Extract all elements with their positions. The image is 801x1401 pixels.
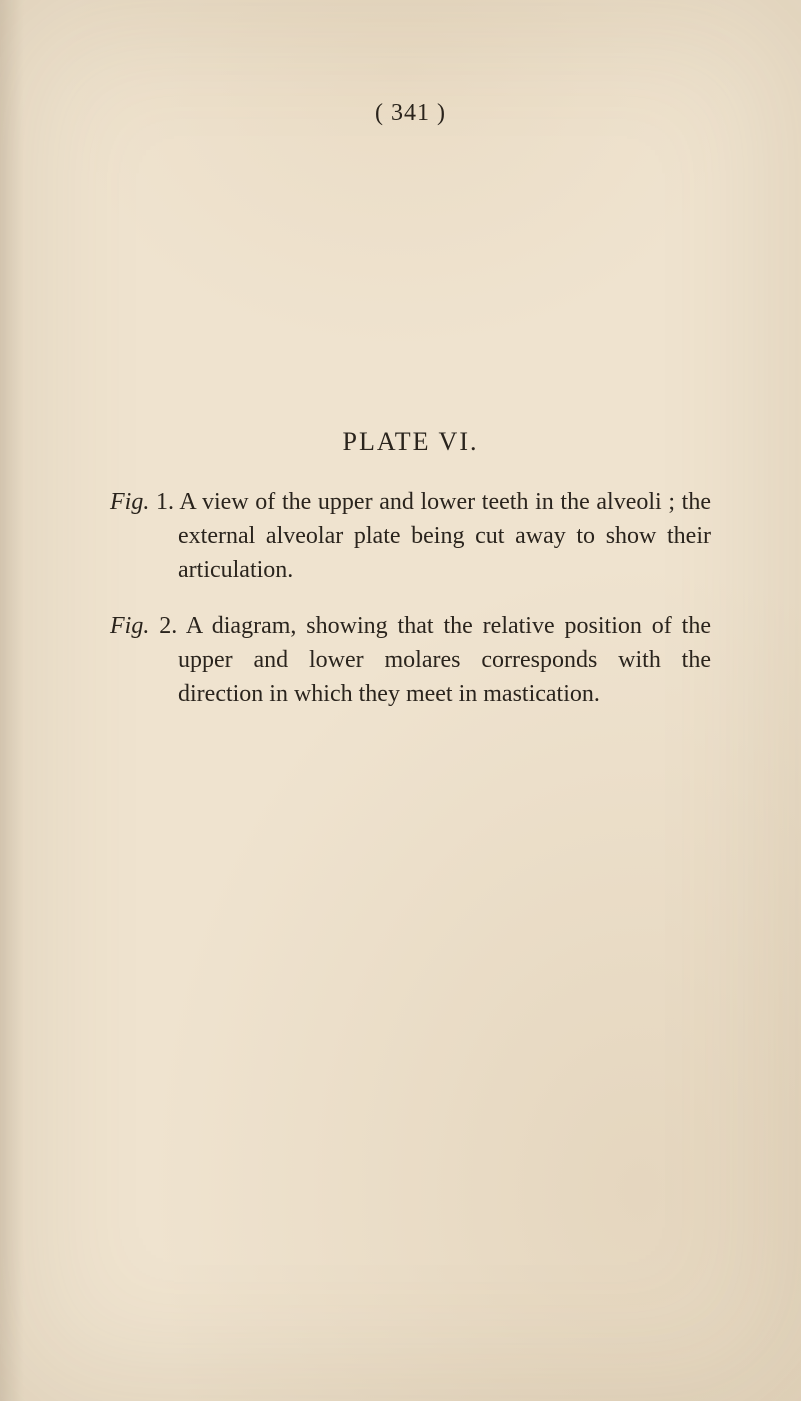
figure-label: Fig.: [110, 613, 149, 639]
figure-number: 2.: [159, 613, 177, 639]
figure-text: A diagram, showing that the relative pos…: [178, 613, 711, 707]
figure-label: Fig.: [110, 489, 149, 515]
page: ( 341 ) PLATE VI. Fig. 1. A view of the …: [0, 0, 801, 1401]
page-number: ( 341 ): [110, 100, 711, 127]
plate-title: PLATE VI.: [110, 427, 711, 457]
figure-text: A view of the upper and lower teeth in t…: [178, 489, 711, 583]
figure-entry: Fig. 2. A diagram, showing that the rela…: [110, 609, 711, 711]
figure-number: 1.: [156, 489, 174, 515]
figure-entry: Fig. 1. A view of the upper and lower te…: [110, 485, 711, 587]
